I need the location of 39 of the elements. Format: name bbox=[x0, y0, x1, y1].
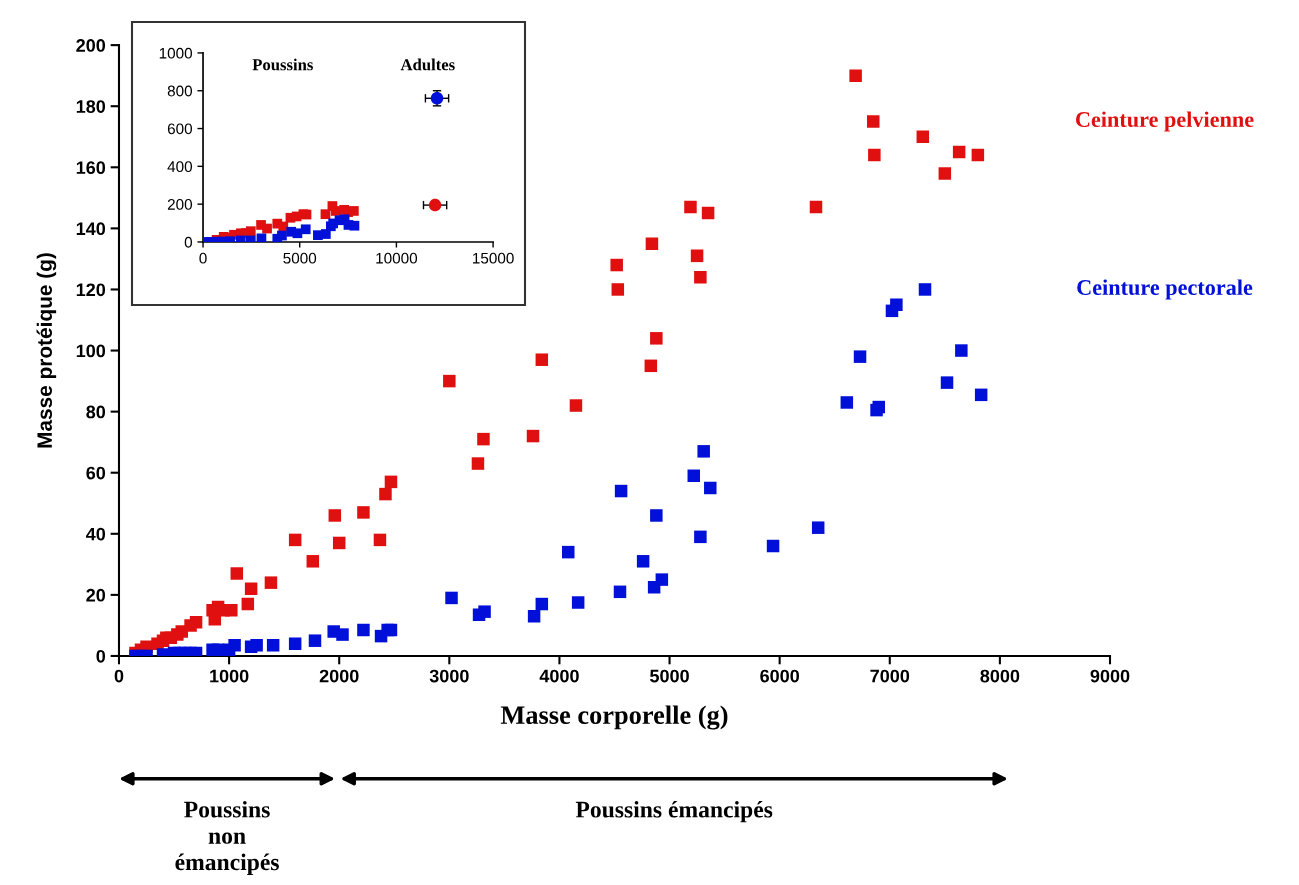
y-tick-label: 120 bbox=[76, 283, 106, 297]
y-tick-label: 0 bbox=[96, 649, 106, 663]
y-tick-label: 200 bbox=[76, 39, 106, 52]
y-tick-label: 160 bbox=[76, 161, 106, 175]
annotation: Poussins bbox=[252, 58, 313, 71]
y-tick-label: 800 bbox=[167, 85, 193, 97]
y-tick-label: 140 bbox=[76, 222, 106, 236]
x-tick-label: 0 bbox=[199, 252, 207, 264]
y-tick-label: 20 bbox=[86, 588, 106, 602]
x-tick-label: 15000 bbox=[473, 252, 514, 264]
x-tick-label: 5000 bbox=[283, 252, 317, 264]
x-axis-title: Masse corporelle (g) bbox=[500, 705, 728, 730]
x-tick-label: 0 bbox=[114, 669, 124, 683]
y-axis-title: Masse protéique (g) bbox=[36, 253, 57, 448]
y-tick-label: 0 bbox=[184, 236, 193, 248]
x-tick-label: 6000 bbox=[760, 669, 799, 683]
text: Poussins non émancipés bbox=[175, 800, 279, 876]
x-tick-label: 3000 bbox=[429, 669, 469, 683]
y-tick-label: 100 bbox=[76, 344, 106, 358]
y-tick-label: 400 bbox=[167, 161, 193, 173]
x-tick-label: 7000 bbox=[870, 669, 910, 683]
text: Ceinture pectorale bbox=[1077, 279, 1253, 300]
annotation: Adultes bbox=[400, 58, 455, 71]
x-tick-label: 8000 bbox=[980, 669, 1020, 683]
x-tick-label: 1000 bbox=[210, 669, 249, 683]
x-tick-label: 2000 bbox=[319, 669, 359, 683]
x-tick-label: 5000 bbox=[650, 669, 689, 683]
y-tick-label: 60 bbox=[86, 466, 106, 480]
y-tick-label: 80 bbox=[86, 405, 106, 419]
y-tick-label: 1000 bbox=[159, 47, 193, 59]
y-tick-label: 600 bbox=[167, 123, 193, 135]
y-tick-label: 40 bbox=[85, 527, 106, 541]
y-tick-label: 180 bbox=[76, 100, 106, 113]
x-tick-label: 10000 bbox=[376, 252, 418, 264]
text: Poussins émancipés bbox=[575, 800, 773, 823]
x-tick-label: 4000 bbox=[539, 669, 579, 683]
x-tick-label: 9000 bbox=[1090, 669, 1130, 683]
text: Ceinture pelvienne bbox=[1075, 111, 1254, 132]
y-tick-label: 200 bbox=[167, 199, 193, 210]
